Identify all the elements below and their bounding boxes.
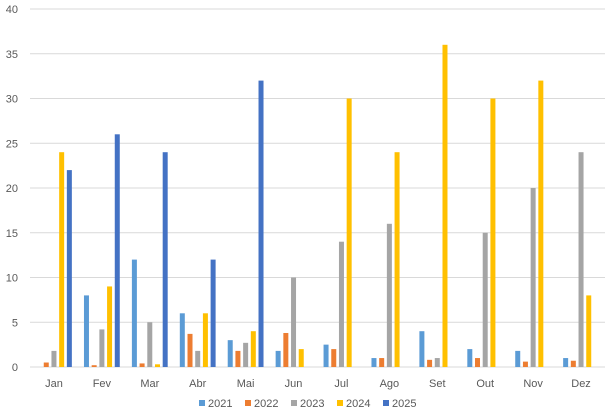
bar-2024-ago <box>394 152 400 367</box>
bar-2022-ago <box>379 358 385 367</box>
y-tick-label: 10 <box>6 273 18 285</box>
x-tick-label: Set <box>429 378 446 390</box>
bar-2025-mar <box>162 152 168 367</box>
bars <box>43 44 592 368</box>
bar-2023-ago <box>386 223 392 367</box>
legend-item-2025: 2025 <box>383 398 416 410</box>
x-tick-label: Mar <box>140 378 159 390</box>
bar-2024-jul <box>346 98 352 367</box>
legend-swatch <box>291 400 297 406</box>
bar-2024-mar <box>154 364 160 367</box>
gridlines <box>30 8 605 368</box>
bar-2021-nov <box>515 350 521 367</box>
y-tick-label: 15 <box>6 228 18 240</box>
bar-2022-jan <box>43 362 49 367</box>
bar-2023-dez <box>578 152 584 367</box>
bar-2022-nov <box>522 361 528 367</box>
bar-2021-mai <box>227 340 233 367</box>
bar-2023-jan <box>51 350 57 367</box>
bar-2025-jan <box>66 170 72 367</box>
bar-2024-set <box>442 44 448 368</box>
y-tick-label: 0 <box>12 362 18 374</box>
bar-2023-jul <box>338 241 344 367</box>
legend-swatch <box>245 400 251 406</box>
y-tick-label: 20 <box>6 183 18 195</box>
x-tick-label: Fev <box>93 378 112 390</box>
bar-2024-out <box>490 98 496 367</box>
x-tick-label: Jun <box>285 378 303 390</box>
x-tick-label: Out <box>476 378 494 390</box>
bar-2021-set <box>419 331 425 367</box>
bar-2022-jun <box>283 332 289 367</box>
legend-swatch <box>337 400 343 406</box>
bar-2023-nov <box>530 188 536 367</box>
bar-2022-jul <box>331 349 337 367</box>
bar-2022-abr <box>187 333 193 367</box>
bar-2021-jul <box>323 344 329 368</box>
y-tick-label: 25 <box>6 138 18 150</box>
bar-2023-abr <box>195 350 201 367</box>
legend-label: 2025 <box>392 398 416 410</box>
bar-2024-nov <box>538 80 544 367</box>
bar-2023-out <box>482 232 488 367</box>
legend-label: 2023 <box>300 398 324 410</box>
bar-2021-abr <box>179 313 185 367</box>
bar-2024-dez <box>586 295 592 367</box>
bar-2022-out <box>475 358 481 367</box>
bar-2021-ago <box>371 358 377 367</box>
bar-2021-jun <box>275 350 281 367</box>
legend-item-2023: 2023 <box>291 398 324 410</box>
x-tick-label: Jan <box>45 378 63 390</box>
x-tick-label: Abr <box>189 378 206 390</box>
bar-2025-abr <box>210 259 216 367</box>
y-tick-label: 35 <box>6 49 18 61</box>
bar-2023-fev <box>99 329 105 367</box>
bar-2024-abr <box>202 313 208 367</box>
bar-2022-mai <box>235 350 241 367</box>
bar-2024-jun <box>298 349 304 367</box>
x-axis-ticks: Jan Fev Mar Abr Mai Jun Jul Ago Set Out Nov Dez <box>45 378 591 390</box>
bar-2021-fev <box>83 295 89 367</box>
legend-item-2024: 2024 <box>337 398 370 410</box>
bar-2024-fev <box>107 286 113 367</box>
x-tick-label: Ago <box>380 378 400 390</box>
bar-2023-mai <box>243 342 249 367</box>
bar-2021-mar <box>131 259 137 367</box>
bar-2021-out <box>467 349 473 367</box>
x-tick-label: Nov <box>523 378 543 390</box>
legend-label: 2022 <box>254 398 278 410</box>
bar-2024-mai <box>250 331 256 367</box>
bar-2024-jan <box>59 152 65 367</box>
bar-2022-fev <box>91 365 97 367</box>
legend-item-2022: 2022 <box>245 398 278 410</box>
legend-label: 2021 <box>208 398 232 410</box>
y-tick-label: 5 <box>12 317 18 329</box>
bar-2023-mar <box>147 322 153 367</box>
legend-swatch <box>383 400 389 406</box>
legend-item-2021: 2021 <box>199 398 232 410</box>
bar-2022-mar <box>139 363 145 367</box>
bar-2025-mai <box>258 80 264 367</box>
x-tick-label: Mai <box>237 378 255 390</box>
bar-2021-dez <box>563 358 569 367</box>
bar-2025-fev <box>114 134 120 367</box>
x-tick-label: Jul <box>334 378 348 390</box>
legend-swatch <box>199 400 205 406</box>
y-axis-ticks: 0 5 10 15 20 25 30 35 40 <box>6 4 18 374</box>
bar-2023-jun <box>291 277 297 367</box>
y-tick-label: 30 <box>6 94 18 106</box>
x-tick-label: Dez <box>571 378 591 390</box>
y-tick-label: 40 <box>6 4 18 16</box>
bar-2023-set <box>434 358 440 367</box>
legend-label: 2024 <box>346 398 370 410</box>
bar-2022-dez <box>570 360 576 367</box>
legend: 2021 2022 2023 2024 2025 <box>199 398 416 410</box>
bar-2022-set <box>427 359 433 367</box>
